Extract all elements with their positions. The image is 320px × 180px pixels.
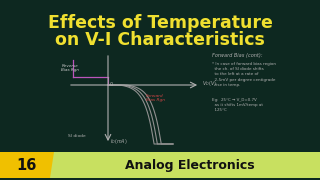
Text: on V-I Characteristics: on V-I Characteristics	[55, 31, 265, 49]
Text: Analog Electronics: Analog Electronics	[125, 159, 255, 172]
Text: Effects of Temperature: Effects of Temperature	[48, 14, 272, 32]
Polygon shape	[0, 152, 56, 178]
Text: $V_D(V)$: $V_D(V)$	[202, 80, 217, 89]
Text: $I_D(mA)$: $I_D(mA)$	[110, 137, 128, 146]
Text: 0: 0	[110, 82, 113, 87]
Text: * In case of forward bias region
  the ch. of SI diode shifts
  to the left at a: * In case of forward bias region the ch.…	[212, 62, 276, 87]
Text: Reverse
Bias Rgn: Reverse Bias Rgn	[61, 64, 79, 72]
Text: Forward Bias (cont):: Forward Bias (cont):	[212, 53, 262, 58]
Text: Eg:  25°C → V_D=0.7V
  as it shifts 1mV/temp at
  125°C: Eg: 25°C → V_D=0.7V as it shifts 1mV/tem…	[212, 98, 263, 112]
Polygon shape	[50, 152, 320, 178]
Text: SI diode: SI diode	[68, 134, 86, 138]
Text: 16: 16	[16, 158, 36, 172]
Text: Forward
Bias Rgn: Forward Bias Rgn	[146, 94, 164, 102]
